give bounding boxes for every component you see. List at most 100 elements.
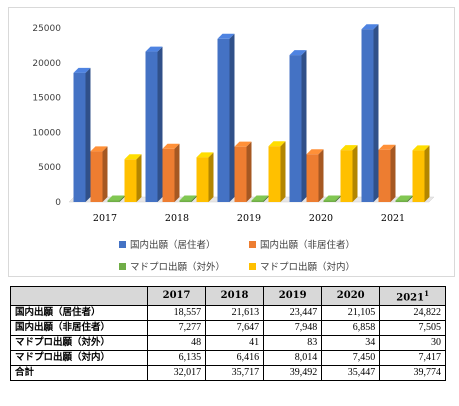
bar-side: [424, 145, 430, 202]
table-cell: 32,017: [146, 365, 207, 382]
y-tick-label: 0: [55, 198, 61, 208]
bar-top: [378, 144, 396, 150]
table-cell: 7,505: [379, 320, 446, 337]
bar: [73, 72, 86, 202]
bar-top: [289, 50, 307, 56]
bar-side: [119, 195, 125, 202]
table-cell: 8,014: [263, 350, 323, 367]
table-cell: 24,822: [379, 305, 446, 322]
bar-top: [90, 146, 108, 152]
bar-side: [246, 141, 252, 202]
bar-top: [361, 24, 379, 30]
table-row: 国内出願（非居住者） 7,277 7,647 7,948 6,858 7,505: [10, 320, 446, 337]
x-tick-label: 2017: [93, 213, 117, 224]
bar-side: [407, 195, 413, 202]
bar: [179, 200, 192, 202]
bar-side: [373, 24, 379, 203]
bar-top: [234, 141, 252, 147]
table-cell: 48: [146, 335, 207, 352]
legend-label-series-3: マドプロ出願（対外）: [130, 262, 226, 273]
table-cell: 6,135: [146, 350, 207, 367]
legend-swatch-series-1: [119, 240, 126, 248]
bar-side: [301, 50, 307, 203]
table-header-row: 2017 2018 2019 2020 20211: [10, 285, 446, 307]
bar-top: [412, 145, 430, 151]
table-header-2017: 2017: [146, 285, 207, 307]
table-cell: 83: [263, 335, 323, 352]
table-header-2020: 2020: [321, 285, 381, 307]
table-cell: 18,557: [146, 305, 207, 322]
bar-top: [124, 154, 142, 160]
bar: [306, 154, 319, 202]
bar: [234, 146, 247, 202]
bar-side: [136, 154, 142, 202]
bar: [251, 200, 264, 202]
legend-item-series-2: 国内出願（非居住者）: [249, 237, 355, 251]
bar-top: [162, 143, 180, 149]
table-cell: 21,105: [321, 305, 381, 322]
table-cell: 21,613: [205, 305, 265, 322]
bar-top: [268, 141, 286, 147]
bar-side: [102, 146, 108, 202]
table-cell: 6,416: [205, 350, 265, 367]
bar: [90, 151, 103, 202]
chart-frame: 0 5000 10000 15000 20000 25000 2017 2018 2019 202…: [8, 7, 455, 277]
bar-top: [323, 195, 341, 201]
footnote-marker: 1: [424, 289, 429, 298]
y-tick-label: 5000: [38, 163, 61, 173]
table-header-corner: [10, 285, 148, 307]
table-row-label: 合計: [10, 365, 148, 382]
table-cell: 39,774: [379, 365, 446, 382]
bar-side: [318, 149, 324, 202]
y-tick-label: 25000: [32, 24, 61, 34]
bar-side: [263, 195, 269, 202]
bar: [196, 157, 209, 202]
bar: [323, 200, 336, 202]
bar-side: [174, 143, 180, 202]
legend-swatch-series-3: [119, 262, 126, 270]
bar-top: [107, 195, 125, 201]
bar: [289, 55, 302, 203]
table-cell: 7,647: [205, 320, 265, 337]
bar: [145, 51, 158, 203]
table-cell: 41: [205, 335, 265, 352]
table-cell: 7,417: [379, 350, 446, 367]
bar-side: [352, 145, 358, 202]
legend-item-series-3: マドプロ出願（対外）: [119, 259, 225, 273]
legend-label-series-4: マドプロ出願（対内）: [260, 262, 356, 273]
table-row-label: マドプロ出願（対内）: [10, 350, 148, 367]
bar: [378, 149, 391, 202]
bar: [124, 159, 137, 202]
table-cell: 39,492: [263, 365, 323, 382]
bar-top: [395, 195, 413, 201]
data-table: 2017 2018 2019 2020 20211 国内出願（居住者） 18,55…: [10, 285, 446, 382]
bar-top: [340, 145, 358, 151]
table-header-2021-year: 2021: [396, 292, 425, 304]
bar-top: [73, 67, 91, 73]
table-row: 合計 32,017 35,717 39,492 35,447 39,774: [10, 365, 446, 382]
bar: [395, 200, 408, 202]
bar: [268, 146, 281, 202]
x-tick-label: 2019: [237, 213, 261, 224]
bar: [162, 148, 175, 202]
table-cell: 7,948: [263, 320, 323, 337]
bar: [107, 200, 120, 202]
x-tick-label: 2020: [309, 213, 333, 224]
table-row-label: 国内出願（居住者）: [10, 305, 148, 322]
table-cell: 7,277: [146, 320, 207, 337]
table-row: 国内出願（居住者） 18,557 21,613 23,447 21,105 24,822: [10, 305, 446, 322]
bar-chart: 0 5000 10000 15000 20000 25000 2017 2018 2019 202…: [32, 24, 435, 224]
bar-side: [157, 46, 163, 203]
table-header-2021: 20211: [379, 285, 446, 307]
bar-side: [85, 67, 91, 202]
table-cell: 34: [321, 335, 381, 352]
x-tick-label: 2021: [381, 213, 405, 224]
legend-swatch-series-2: [249, 240, 256, 248]
bar-top: [217, 33, 235, 39]
bar: [361, 29, 374, 203]
table-row-label: 国内出願（非居住者）: [10, 320, 148, 337]
table-cell: 7,450: [321, 350, 381, 367]
legend-label-series-2: 国内出願（非居住者）: [260, 240, 356, 251]
table-row: マドプロ出願（対内） 6,135 6,416 8,014 7,450 7,417: [10, 350, 446, 367]
legend-item-series-4: マドプロ出願（対内）: [249, 259, 355, 273]
